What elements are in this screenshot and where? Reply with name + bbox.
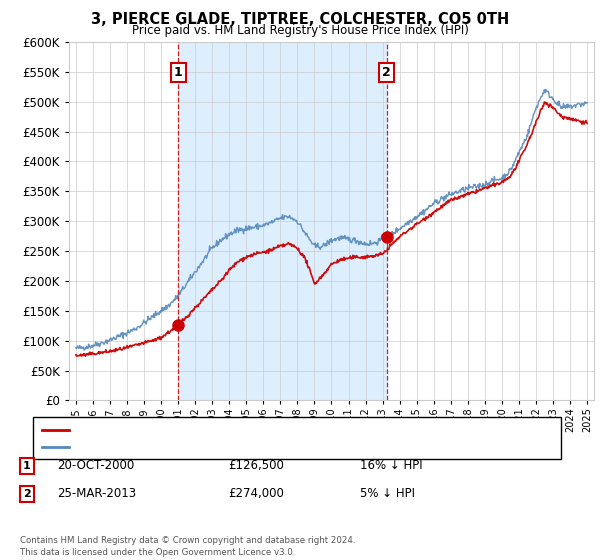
Text: £126,500: £126,500 <box>228 459 284 473</box>
Text: £274,000: £274,000 <box>228 487 284 501</box>
Text: HPI: Average price, detached house, Colchester: HPI: Average price, detached house, Colc… <box>74 442 334 452</box>
Text: Contains HM Land Registry data © Crown copyright and database right 2024.
This d: Contains HM Land Registry data © Crown c… <box>20 536 355 557</box>
Text: 1: 1 <box>23 461 31 471</box>
Text: 20-OCT-2000: 20-OCT-2000 <box>57 459 134 473</box>
Text: 16% ↓ HPI: 16% ↓ HPI <box>360 459 422 473</box>
Bar <box>178 42 386 400</box>
Text: 5% ↓ HPI: 5% ↓ HPI <box>360 487 415 501</box>
Text: 25-MAR-2013: 25-MAR-2013 <box>57 487 136 501</box>
Text: 2: 2 <box>23 489 31 499</box>
Text: Price paid vs. HM Land Registry's House Price Index (HPI): Price paid vs. HM Land Registry's House … <box>131 24 469 36</box>
Text: 3, PIERCE GLADE, TIPTREE, COLCHESTER, CO5 0TH (detached house): 3, PIERCE GLADE, TIPTREE, COLCHESTER, CO… <box>74 424 454 435</box>
Text: 1: 1 <box>174 66 182 79</box>
Text: 3, PIERCE GLADE, TIPTREE, COLCHESTER, CO5 0TH: 3, PIERCE GLADE, TIPTREE, COLCHESTER, CO… <box>91 12 509 27</box>
Text: 2: 2 <box>382 66 391 79</box>
